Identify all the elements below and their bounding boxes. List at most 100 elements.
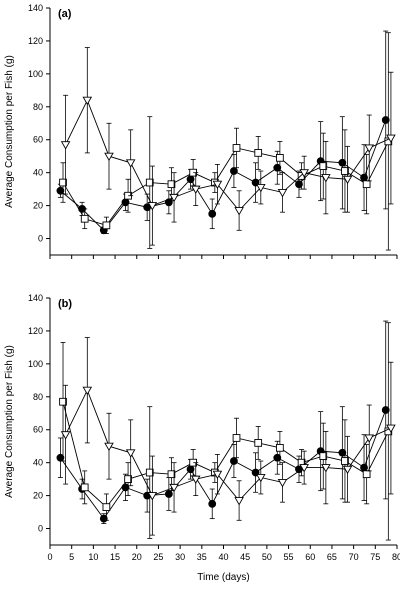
- data-point: [147, 202, 158, 211]
- x-tick-label: 35: [197, 552, 207, 562]
- data-point: [56, 453, 65, 462]
- series-line: [60, 119, 387, 231]
- data-point: [60, 431, 71, 440]
- data-point: [319, 452, 328, 460]
- data-point: [167, 180, 176, 189]
- y-tick-label: 0: [38, 234, 43, 244]
- panel-label: (b): [58, 298, 72, 310]
- data-point: [256, 184, 266, 193]
- data-point: [169, 193, 179, 203]
- data-point: [104, 442, 114, 452]
- series-line: [65, 389, 392, 502]
- x-tick-label: 50: [262, 552, 272, 562]
- data-point: [338, 158, 347, 167]
- data-point: [167, 470, 176, 479]
- data-point: [145, 468, 154, 477]
- data-point: [342, 465, 353, 475]
- data-point: [232, 144, 241, 152]
- panel-label: (a): [58, 8, 72, 20]
- y-tick-label: 60: [33, 135, 43, 145]
- data-point: [60, 141, 71, 150]
- x-tick-label: 25: [153, 552, 163, 562]
- series-open-triangle-down: [60, 47, 396, 246]
- x-axis-title: Time (days): [197, 572, 249, 583]
- x-tick-label: 70: [349, 552, 359, 562]
- x-tick-label: 5: [69, 552, 74, 562]
- data-point: [145, 178, 154, 187]
- data-point: [232, 434, 241, 442]
- series-open-square: [59, 322, 393, 541]
- data-point: [147, 492, 158, 501]
- y-tick-label: 120: [28, 36, 43, 46]
- y-tick-label: 80: [33, 392, 43, 402]
- data-point: [80, 214, 89, 223]
- data-point: [125, 159, 136, 168]
- data-point: [102, 503, 111, 511]
- x-tick-label: 15: [110, 552, 120, 562]
- x-tick-label: 75: [370, 552, 380, 562]
- data-point: [104, 152, 114, 162]
- y-tick-label: 20: [33, 201, 43, 211]
- data-point: [276, 153, 284, 162]
- data-point: [80, 483, 89, 492]
- data-point: [273, 163, 282, 172]
- data-point: [208, 499, 217, 508]
- data-point: [190, 185, 201, 195]
- data-point: [208, 209, 217, 218]
- x-tick-label: 60: [305, 552, 315, 562]
- y-tick-label: 140: [28, 293, 43, 303]
- data-point: [299, 169, 309, 178]
- x-tick-label: 55: [284, 552, 294, 562]
- x-tick-label: 80: [392, 552, 400, 562]
- x-tick-label: 0: [47, 552, 52, 562]
- data-point: [102, 221, 111, 230]
- series-line: [62, 141, 389, 226]
- x-tick-label: 45: [240, 552, 250, 562]
- x-tick-label: 65: [327, 552, 337, 562]
- series-line: [65, 99, 392, 212]
- data-point: [190, 475, 201, 485]
- data-point: [125, 449, 136, 458]
- data-point: [56, 186, 65, 195]
- data-point: [338, 448, 347, 457]
- data-point: [276, 443, 284, 452]
- data-point: [364, 434, 375, 443]
- y-tick-label: 80: [33, 102, 43, 112]
- y-tick-label: 60: [33, 425, 43, 435]
- data-point: [254, 149, 263, 157]
- data-point: [59, 178, 67, 187]
- data-point: [256, 474, 266, 483]
- data-point: [381, 406, 390, 414]
- series-line: [62, 401, 389, 508]
- data-point: [82, 96, 93, 106]
- data-point: [169, 483, 179, 493]
- data-point: [164, 490, 173, 498]
- data-point: [59, 397, 67, 406]
- chart-panel-b: 0 20 40 60 80 100 120 140 0 5 10 15 20 25 30 35 40 45 50 55…: [4, 293, 400, 583]
- data-point: [277, 478, 288, 488]
- series-open-square: [59, 32, 393, 251]
- data-point: [234, 497, 244, 506]
- data-point: [230, 167, 238, 175]
- series-filled-circle: [56, 320, 390, 524]
- data-point: [321, 464, 331, 473]
- x-tick-label: 20: [132, 552, 142, 562]
- data-point: [124, 475, 132, 483]
- series-filled-circle: [56, 30, 390, 235]
- chart-panel-a: 0 20 40 60 80 100 120 140 (a) Average Consumption…: [4, 3, 398, 259]
- data-point: [82, 386, 93, 396]
- y-tick-label: 140: [28, 3, 43, 13]
- data-point: [295, 180, 303, 189]
- y-tick-label: 40: [33, 168, 43, 178]
- x-tick-label: 40: [218, 552, 228, 562]
- data-point: [321, 174, 331, 183]
- data-point: [254, 439, 263, 447]
- data-point: [319, 162, 328, 170]
- data-point: [341, 457, 349, 465]
- y-tick-label: 100: [28, 359, 43, 369]
- data-point: [277, 188, 288, 198]
- y-tick-label: 0: [38, 524, 43, 534]
- x-tick-label: 10: [88, 552, 98, 562]
